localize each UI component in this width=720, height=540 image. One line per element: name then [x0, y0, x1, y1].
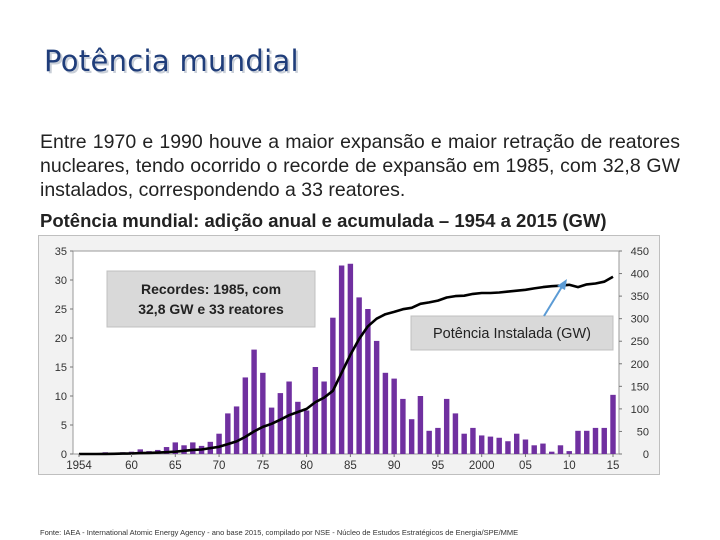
y-left-tick-label: 25: [55, 304, 67, 316]
y-right-tick-label: 450: [631, 246, 649, 258]
records-annotation-line2: 32,8 GW e 33 reatores: [138, 301, 284, 317]
chart-container: 0 5 10 15 20 25 30 35 0 50 100 150 200 250 300 350 400 45…: [38, 235, 660, 475]
y-right-tick-label: 300: [631, 314, 649, 326]
annual-addition-bar: [268, 407, 275, 454]
annual-addition-bar: [584, 430, 590, 454]
capacity-annotation-arrow: [543, 284, 564, 317]
y-right-tick-label: 50: [637, 426, 649, 438]
installed-capacity-line: [79, 275, 614, 456]
x-tick-label: 75: [256, 460, 269, 472]
annual-addition-bar: [426, 430, 432, 454]
annual-addition-bar: [443, 398, 450, 454]
annual-addition-bar: [260, 372, 266, 454]
annual-addition-bar: [417, 396, 424, 454]
annual-addition-bar: [365, 309, 371, 454]
annual-addition-bar: [356, 297, 362, 454]
x-tick-label: 05: [519, 460, 532, 472]
y-right-tick-label: 350: [631, 291, 649, 303]
x-tick-label: 95: [432, 460, 445, 472]
x-tick-label: 80: [300, 460, 313, 472]
annual-addition-bar: [522, 439, 529, 454]
annual-addition-bar: [610, 394, 616, 454]
annual-addition-bar: [251, 349, 257, 454]
annual-addition-bar: [557, 445, 564, 454]
annual-addition-bar: [470, 427, 476, 454]
x-tick-label: 2000: [469, 460, 495, 472]
page-title: Potência mundial: [44, 44, 299, 78]
capacity-annotation-label: Potência Instalada (GW): [433, 326, 591, 342]
y-left-tick-label: 20: [55, 333, 67, 345]
annual-addition-bar: [225, 413, 231, 454]
y-left-tick-label: 10: [55, 391, 67, 403]
x-tick-label: 90: [388, 460, 401, 472]
records-annotation-line1: Recordes: 1985, com: [141, 281, 281, 297]
annual-addition-bar: [391, 378, 397, 454]
x-tick-label: 10: [563, 460, 576, 472]
annual-addition-bar: [496, 437, 502, 454]
annual-addition-bar: [408, 419, 415, 454]
chart-svg: 0510152025303505010015020025030035040045…: [55, 246, 649, 472]
annual-addition-bar: [190, 442, 196, 454]
annual-addition-bar: [295, 401, 301, 454]
annual-addition-bar: [601, 427, 607, 454]
x-tick-label: 70: [213, 460, 226, 472]
x-tick-label: 65: [169, 460, 182, 472]
annual-addition-bar: [233, 406, 240, 454]
y-right-tick-label: 100: [631, 404, 649, 416]
y-right-tick-label: 150: [631, 381, 649, 393]
annual-addition-bar: [163, 447, 170, 454]
annual-addition-bar: [172, 442, 179, 454]
y-left-tick-label: 30: [55, 275, 67, 287]
capacity-annotation-box: [410, 315, 614, 351]
annual-addition-bar: [478, 435, 485, 454]
annual-addition-bar: [242, 377, 249, 454]
annual-addition-bar: [531, 445, 537, 454]
annual-addition-bar: [277, 393, 284, 454]
x-tick-label: 85: [344, 460, 357, 472]
annual-addition-bar: [461, 433, 467, 454]
y-left-tick-label: 35: [55, 246, 67, 258]
y-left-tick-label: 15: [55, 362, 67, 374]
annual-addition-bar: [286, 381, 292, 454]
y-right-tick-label: 400: [631, 269, 649, 281]
annual-addition-bar: [321, 381, 327, 454]
y-right-tick-label: 0: [643, 449, 649, 461]
records-annotation-box: [106, 270, 316, 328]
body-paragraph: Entre 1970 e 1990 houve a maior expansão…: [40, 131, 680, 201]
y-right-tick-label: 250: [631, 336, 649, 348]
annual-addition-bar: [312, 367, 319, 454]
source-footnote: Fonte: IAEA - International Atomic Energ…: [40, 528, 519, 537]
y-left-tick-label: 0: [61, 449, 67, 461]
annual-addition-bar: [435, 427, 441, 454]
annual-addition-bar: [303, 410, 310, 454]
x-tick-label: 1954: [66, 460, 92, 472]
annual-addition-bar: [373, 340, 380, 454]
annual-addition-bar: [347, 263, 354, 454]
y-left-tick-label: 5: [61, 420, 67, 432]
x-tick-label: 15: [607, 460, 620, 472]
annual-addition-bar: [505, 441, 511, 454]
annual-addition-bar: [338, 265, 345, 454]
annual-addition-bar: [549, 451, 555, 454]
y-right-tick-label: 200: [631, 359, 649, 371]
annual-addition-bar: [540, 443, 546, 454]
annual-addition-bar: [330, 317, 336, 454]
annual-addition-bar: [575, 430, 581, 454]
capacity-annotation-arrowhead: [557, 279, 567, 290]
annual-addition-bar: [592, 427, 599, 454]
annual-addition-bar: [566, 451, 572, 454]
annual-addition-bar: [487, 436, 494, 454]
annual-addition-bar: [400, 398, 406, 454]
chart-title: Potência mundial: adição anual e acumula…: [40, 210, 607, 231]
annual-addition-bar: [452, 413, 459, 454]
annual-addition-bar: [216, 433, 222, 454]
annual-addition-bar: [382, 372, 389, 454]
annual-addition-bar: [137, 449, 143, 454]
page-title-shadow: Potência mundial: [46, 46, 301, 80]
annual-addition-bar: [513, 433, 520, 454]
x-tick-label: 60: [125, 460, 138, 472]
